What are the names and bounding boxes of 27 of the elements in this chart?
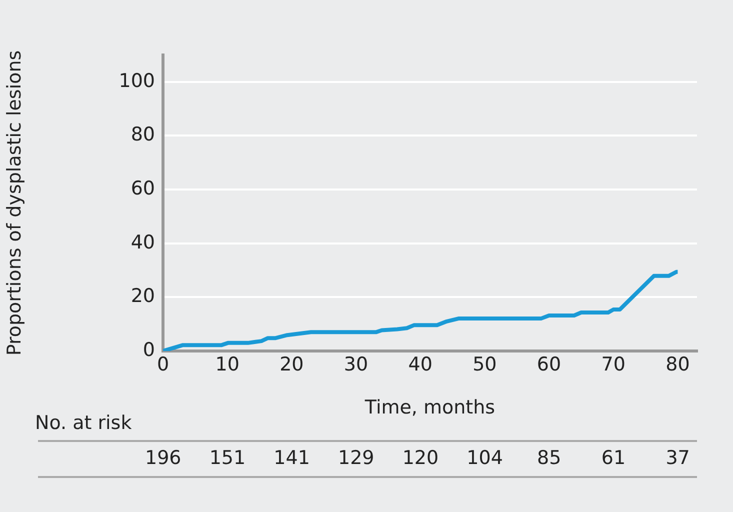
y-tick-label: 40 [130, 231, 155, 254]
x-tick-label: 50 [472, 353, 497, 376]
text: No. at risk [35, 412, 132, 434]
x-tick-label: 60 [536, 353, 562, 376]
text: 151 [209, 447, 246, 469]
x-tick-label: 30 [344, 353, 368, 376]
x-axis-title: Time, months [364, 396, 496, 419]
x-tick-label: 70 [601, 353, 626, 376]
text: 85 [537, 447, 562, 469]
y-axis-title: Proportions of dysplastic lesions [3, 50, 26, 356]
text: 141 [274, 447, 310, 469]
y-tick-label: 0 [142, 338, 155, 361]
x-tick-label: 0 [156, 353, 170, 376]
x-tick-label: 80 [666, 353, 690, 376]
y-tick-label: 100 [118, 70, 155, 92]
text: 120 [402, 447, 439, 469]
text: 104 [466, 447, 503, 469]
text: 129 [338, 447, 374, 469]
y-tick-label: 80 [130, 124, 155, 146]
text: 37 [666, 447, 690, 469]
text: 61 [601, 447, 626, 469]
text: 196 [145, 447, 182, 469]
y-tick-label: 60 [130, 177, 155, 200]
x-tick-label: 40 [408, 353, 432, 376]
x-tick-label: 10 [215, 353, 240, 376]
x-tick-label: 20 [280, 353, 304, 376]
y-tick-label: 20 [130, 285, 155, 308]
